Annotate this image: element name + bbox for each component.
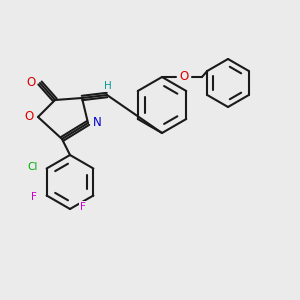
- Text: N: N: [93, 116, 101, 130]
- Text: H: H: [104, 81, 112, 91]
- Text: F: F: [31, 193, 37, 202]
- Text: O: O: [179, 70, 189, 83]
- Text: O: O: [24, 110, 34, 124]
- Text: Cl: Cl: [27, 161, 38, 172]
- Text: O: O: [26, 76, 36, 89]
- Text: F: F: [80, 202, 86, 212]
